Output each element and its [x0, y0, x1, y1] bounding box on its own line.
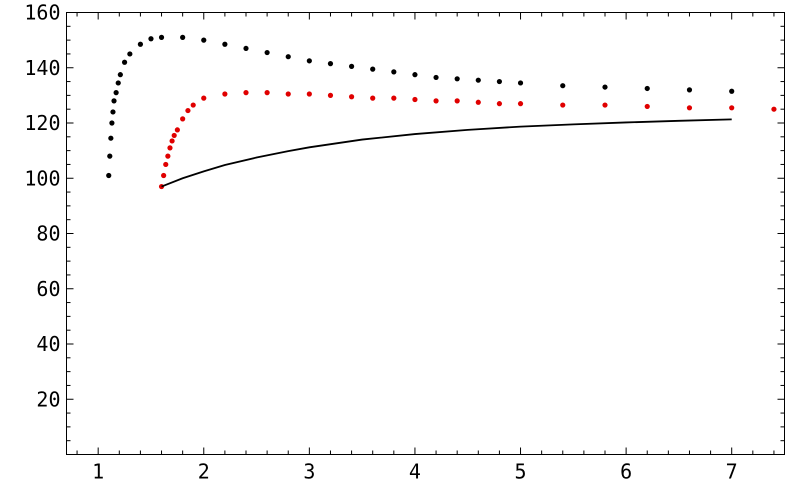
data-point: [180, 34, 186, 40]
data-point: [109, 120, 115, 126]
x-tick-label: 5: [515, 460, 527, 484]
data-point: [110, 109, 116, 115]
data-point: [771, 106, 777, 112]
data-point: [686, 105, 693, 111]
axis-ticks: [66, 12, 785, 455]
data-point: [222, 41, 228, 47]
x-tick-label: 4: [409, 460, 421, 484]
data-point: [412, 72, 418, 78]
data-point: [433, 98, 439, 104]
data-point: [327, 61, 334, 67]
data-point: [163, 161, 169, 168]
data-point: [686, 87, 693, 93]
data-point: [137, 41, 144, 47]
data-point: [475, 99, 481, 105]
data-point: [348, 63, 355, 69]
data-point: [391, 95, 397, 101]
data-point: [117, 72, 123, 78]
plot-frame: [66, 12, 785, 455]
y-tick-label: 100: [24, 166, 60, 190]
data-point: [602, 84, 608, 90]
data-point: [167, 145, 173, 151]
data-point: [201, 95, 207, 101]
data-point: [370, 66, 376, 72]
data-point: [454, 76, 460, 82]
y-tick-label: 40: [36, 332, 60, 356]
data-point: [433, 74, 439, 81]
data-point: [165, 153, 171, 159]
data-point: [201, 37, 207, 43]
data-point: [496, 101, 503, 107]
data-point: [107, 153, 113, 159]
series-layer: [106, 34, 777, 190]
x-tick-label: 7: [726, 460, 738, 484]
series-line: [161, 118, 732, 188]
data-point: [148, 36, 154, 42]
data-point: [602, 102, 608, 108]
data-point: [222, 91, 228, 97]
y-tick-label: 80: [36, 222, 60, 246]
x-tick-label: 6: [620, 460, 632, 484]
data-point: [517, 80, 524, 86]
data-point: [560, 102, 566, 108]
x-tick-label: 3: [303, 460, 315, 484]
data-point: [475, 77, 481, 83]
data-point: [517, 101, 524, 107]
axis-tick-labels: 1 2 3 4 5 6 7 20 40 60 80 100 120 140 160: [24, 1, 737, 484]
data-point: [121, 59, 128, 65]
data-point: [644, 85, 650, 92]
series-1: [158, 90, 777, 190]
data-point: [391, 69, 397, 75]
data-point: [348, 94, 355, 100]
data-point: [190, 102, 196, 108]
y-tick-label: 120: [24, 111, 60, 135]
data-point: [174, 127, 180, 133]
data-point: [108, 135, 114, 141]
series-2: [161, 118, 732, 188]
data-point: [285, 54, 291, 60]
data-point: [327, 92, 334, 98]
series-0: [106, 34, 735, 179]
x-tick-label: 2: [198, 460, 210, 484]
y-tick-label: 160: [24, 1, 60, 25]
data-point: [115, 80, 121, 86]
x-tick-label: 1: [92, 460, 104, 484]
data-point: [560, 83, 566, 89]
data-point: [496, 78, 503, 85]
data-point: [106, 172, 112, 179]
data-point: [306, 58, 312, 64]
data-point: [370, 95, 376, 101]
data-point: [729, 88, 735, 94]
y-tick-label: 140: [24, 56, 60, 80]
data-point: [161, 172, 167, 179]
data-point: [243, 90, 249, 96]
data-point: [185, 107, 191, 114]
data-point: [169, 138, 175, 144]
data-point: [644, 103, 650, 110]
data-point: [113, 90, 119, 96]
data-point: [412, 96, 418, 103]
data-point: [158, 34, 165, 40]
data-point: [264, 49, 270, 56]
y-tick-label: 60: [36, 277, 60, 301]
data-point: [243, 45, 249, 52]
data-point: [306, 91, 312, 97]
data-point: [171, 132, 177, 139]
data-point: [454, 98, 460, 104]
data-point: [264, 90, 270, 96]
data-point: [285, 91, 291, 97]
data-point: [127, 51, 133, 57]
y-tick-label: 20: [36, 387, 60, 411]
data-point: [729, 105, 735, 111]
data-point: [180, 116, 186, 122]
data-point: [111, 98, 117, 104]
